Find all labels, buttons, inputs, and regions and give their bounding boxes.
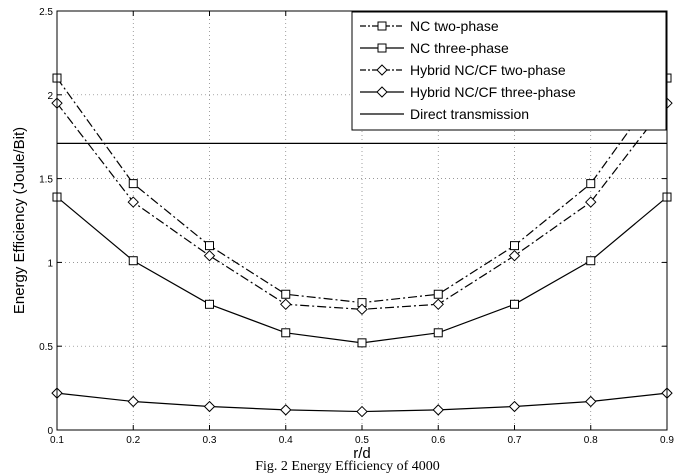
legend-entry: Direct transmission: [360, 106, 529, 122]
legend-label: NC three-phase: [410, 40, 509, 56]
data-point: [280, 404, 292, 416]
data-point: [205, 241, 214, 251]
axis-ticks: 0 0.5 1 1.5 2 2.5 0.1 0.2 0.3 0.4 0.5 0.6 0.7 0.8 0.9: [39, 7, 674, 446]
data-point: [128, 179, 138, 189]
legend-label: Hybrid NC/CF two-phase: [410, 62, 566, 78]
legend-entry: NC three-phase: [360, 40, 509, 56]
data-point: [357, 338, 367, 348]
data-point: [586, 179, 596, 189]
plot-series: [51, 73, 673, 418]
data-point: [432, 404, 444, 416]
series-line: [56, 196, 668, 344]
data-point: [510, 299, 519, 309]
y-tick-label: 0: [47, 426, 53, 437]
legend: NC two-phase NC three-phase Hybrid NC/CF t…: [351, 11, 667, 131]
x-axis-label: r/d: [353, 445, 371, 462]
legend-entry: NC two-phase: [360, 18, 499, 34]
legend-entry: Hybrid NC/CF two-phase: [360, 62, 566, 78]
data-point: [585, 395, 597, 408]
y-tick-label: 2: [47, 91, 53, 102]
legend-box: [351, 11, 667, 131]
figure-caption: Fig. 2 Energy Efficiency of 4000: [255, 459, 440, 474]
legend-marker: [377, 21, 387, 31]
x-tick-label: 0.7: [508, 435, 522, 446]
data-point: [281, 289, 291, 299]
data-point: [356, 405, 368, 418]
x-tick-label: 0.1: [50, 435, 64, 446]
legend-marker: [377, 43, 387, 53]
y-tick-label: 1: [47, 258, 53, 269]
data-point: [281, 328, 291, 338]
y-tick-label: 0.5: [39, 342, 53, 353]
data-point: [205, 299, 214, 309]
data-point: [127, 395, 139, 408]
y-tick-label: 2.5: [39, 7, 53, 18]
legend-marker: [376, 86, 388, 98]
x-tick-label: 0.9: [660, 435, 674, 446]
legend-marker: [376, 64, 388, 76]
x-tick-label: 0.6: [431, 435, 445, 446]
legend-label: NC two-phase: [410, 18, 499, 34]
data-point: [433, 328, 443, 338]
x-tick-label: 0.2: [126, 435, 140, 446]
data-point: [432, 298, 444, 311]
data-point: [203, 249, 216, 262]
x-tick-label: 0.5: [355, 435, 369, 446]
data-point: [585, 196, 597, 208]
series-2: [51, 97, 673, 316]
x-tick-label: 0.8: [584, 435, 598, 446]
data-point: [280, 298, 292, 311]
y-tick-label: 1.5: [39, 175, 53, 186]
x-tick-label: 0.3: [203, 435, 217, 446]
data-point: [128, 256, 138, 266]
data-point: [356, 303, 368, 316]
data-point: [127, 196, 139, 208]
data-point: [508, 249, 521, 262]
legend-label: Direct transmission: [410, 106, 529, 122]
legend-entry: Hybrid NC/CF three-phase: [360, 84, 576, 100]
data-point: [510, 241, 519, 251]
data-point: [508, 400, 521, 413]
x-tick-label: 0.4: [279, 435, 293, 446]
series-line: [56, 102, 668, 310]
data-point: [203, 400, 216, 413]
series-3: [51, 387, 673, 418]
data-point: [433, 289, 443, 299]
legend-label: Hybrid NC/CF three-phase: [410, 84, 576, 100]
data-point: [586, 256, 596, 266]
y-axis-label: Energy Efficiency (Joule/Bit): [11, 127, 28, 314]
